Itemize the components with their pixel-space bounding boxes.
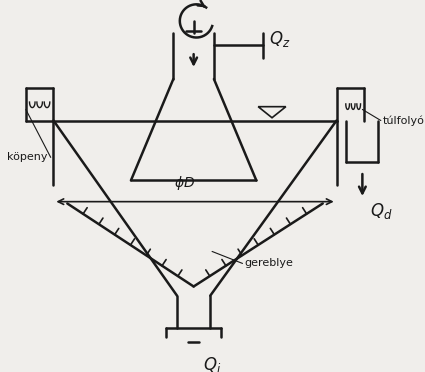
Text: $\phi D$: $\phi D$ bbox=[174, 174, 195, 192]
Text: $Q_d$: $Q_d$ bbox=[370, 201, 392, 221]
Text: köpeny: köpeny bbox=[7, 153, 48, 163]
Text: $Q_z$: $Q_z$ bbox=[269, 29, 291, 49]
Text: túlfolyó: túlfolyó bbox=[382, 115, 425, 126]
Text: $Q_i$: $Q_i$ bbox=[203, 355, 221, 372]
Text: gereblye: gereblye bbox=[244, 259, 293, 269]
